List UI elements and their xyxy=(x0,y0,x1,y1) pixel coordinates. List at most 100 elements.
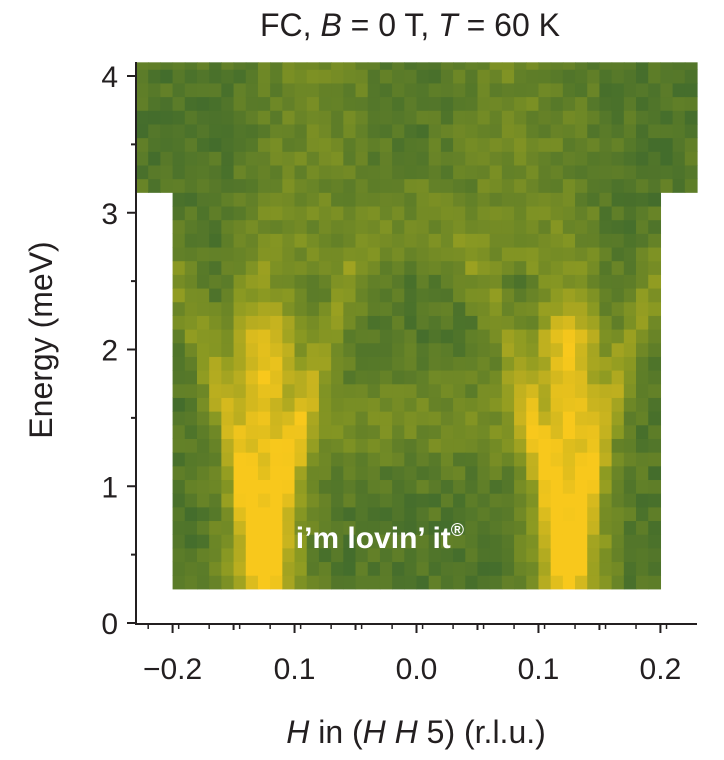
heatmap-cell xyxy=(294,315,308,330)
heatmap-cell xyxy=(599,96,613,111)
heatmap-cell xyxy=(160,151,174,166)
heatmap-cell xyxy=(270,479,283,494)
heatmap-cell xyxy=(453,383,466,398)
heatmap-cell xyxy=(575,452,588,467)
heatmap-cell xyxy=(587,123,601,139)
heatmap-cell xyxy=(440,342,454,357)
heatmap-cell xyxy=(379,137,393,152)
heatmap-cell xyxy=(550,575,564,590)
heatmap-cell xyxy=(233,575,247,590)
heatmap-cell xyxy=(209,219,222,234)
heatmap-cell xyxy=(550,137,564,152)
heatmap-cell xyxy=(526,411,540,426)
heatmap-cell xyxy=(453,137,466,152)
heatmap-cell xyxy=(440,96,454,111)
heatmap-cell xyxy=(270,452,283,467)
heatmap-cell xyxy=(465,452,479,467)
heatmap-cell xyxy=(684,164,698,180)
heatmap-cell xyxy=(196,479,210,494)
heatmap-cell xyxy=(514,246,527,262)
heatmap-cell xyxy=(550,151,564,166)
heatmap-cell xyxy=(392,96,405,111)
heatmap-cell xyxy=(440,370,454,385)
heatmap-cell xyxy=(331,315,344,330)
heatmap-cell xyxy=(648,69,662,84)
heatmap-cell xyxy=(587,424,601,439)
heatmap-cell xyxy=(440,506,454,522)
annotation-text: i’m lovin’ it® xyxy=(296,520,464,555)
heatmap-cell xyxy=(636,370,649,385)
heatmap-cell xyxy=(233,96,247,111)
heatmap-cell xyxy=(233,452,247,467)
heatmap-cell xyxy=(245,424,259,439)
heatmap-cell xyxy=(404,69,418,84)
heatmap-cell xyxy=(514,575,527,590)
heatmap-cell xyxy=(404,246,418,262)
heatmap-cell xyxy=(331,370,344,385)
heatmap-cell xyxy=(465,520,479,535)
heatmap-cell xyxy=(184,123,198,139)
heatmap-cell xyxy=(501,370,515,385)
heatmap-cell xyxy=(209,411,222,426)
heatmap-cell xyxy=(440,205,454,221)
heatmap-cell xyxy=(270,561,283,576)
heatmap-cell xyxy=(416,205,430,221)
heatmap-cell xyxy=(636,123,649,139)
heatmap-cell xyxy=(489,356,503,371)
heatmap-cell xyxy=(440,233,454,248)
heatmap-cell xyxy=(233,205,247,221)
heatmap-cell xyxy=(416,315,430,330)
heatmap-cell xyxy=(550,383,564,398)
heatmap-cell xyxy=(550,69,564,84)
heatmap-cell xyxy=(623,520,637,535)
title-part-2: = 0 T, xyxy=(342,7,438,43)
heatmap-cell xyxy=(209,452,222,467)
heatmap-cell xyxy=(343,506,357,522)
heatmap-cell xyxy=(526,260,540,275)
annotation-registered-mark: ® xyxy=(451,520,464,540)
heatmap-cell xyxy=(245,246,259,262)
heatmap-cell xyxy=(343,164,357,180)
heatmap-cell xyxy=(306,534,320,549)
heatmap-cell xyxy=(489,178,503,193)
heatmap-cell xyxy=(660,82,674,98)
heatmap-cell xyxy=(453,561,466,576)
heatmap-cell xyxy=(184,575,198,590)
heatmap-cell xyxy=(526,62,540,70)
heatmap-cell xyxy=(172,301,186,316)
heatmap-cell xyxy=(343,137,357,152)
heatmap-cell xyxy=(367,342,381,357)
heatmap-cell xyxy=(538,424,552,439)
heatmap-cell xyxy=(672,164,686,180)
heatmap-cell xyxy=(623,274,637,289)
heatmap-cell xyxy=(270,233,283,248)
heatmap-cell xyxy=(428,575,442,590)
heatmap-cell xyxy=(343,370,357,385)
heatmap-cell xyxy=(514,411,527,426)
heatmap-cell xyxy=(562,62,576,70)
heatmap-cell xyxy=(233,123,247,139)
heatmap-cell xyxy=(257,383,271,398)
heatmap-cell xyxy=(453,452,466,467)
heatmap-cell xyxy=(184,82,198,98)
heatmap-cell xyxy=(428,493,442,508)
heatmap-cell xyxy=(575,62,588,70)
heatmap-cell xyxy=(599,274,613,289)
heatmap-cell xyxy=(550,547,564,563)
heatmap-cell xyxy=(514,438,527,453)
heatmap-cell xyxy=(599,561,613,576)
heatmap-cell xyxy=(501,62,515,70)
heatmap-cell xyxy=(294,137,308,152)
heatmap-cell xyxy=(611,411,625,426)
heatmap-cell xyxy=(453,192,466,207)
heatmap-cell xyxy=(440,438,454,453)
heatmap-cell xyxy=(233,479,247,494)
heatmap-cell xyxy=(355,438,369,453)
heatmap-cell xyxy=(453,315,466,330)
heatmap-cell xyxy=(428,205,442,221)
heatmap-cell xyxy=(562,69,576,84)
heatmap-cell xyxy=(550,178,564,193)
heatmap-cell xyxy=(184,96,198,111)
heatmap-cell xyxy=(428,110,442,125)
heatmap-cell xyxy=(489,205,503,221)
